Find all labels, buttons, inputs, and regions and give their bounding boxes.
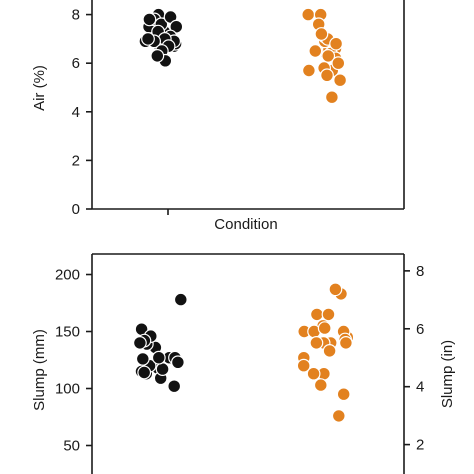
air-point-group-1 [141, 32, 155, 46]
slump-y-tick-label: 50 [63, 438, 80, 455]
slump-point-group-2 [331, 409, 346, 423]
air-point-group-2 [325, 90, 339, 105]
air-y-axis-label: Air (%) [31, 65, 48, 111]
slump-point-group-2 [336, 387, 351, 402]
air-point-group-2 [314, 27, 329, 41]
air-point-group-2 [301, 7, 316, 22]
air-y-tick-label: 8 [72, 7, 80, 24]
slump-point-group-1 [155, 362, 170, 377]
air-x-axis-label: Condition [214, 216, 277, 233]
air-point-group-2 [329, 36, 344, 51]
slump-y-axis-label: Slump (mm) [31, 329, 48, 411]
slump-point-group-2 [339, 336, 353, 350]
slump-point-group-1 [167, 379, 182, 394]
slump-point-group-2 [296, 358, 311, 373]
slump-point-group-2 [321, 307, 336, 322]
slump-y2-tick-label: 4 [416, 379, 424, 396]
slump-point-group-1 [132, 336, 147, 350]
slump-point-group-1 [173, 292, 188, 307]
slump-y2-tick-label: 6 [416, 321, 424, 338]
air-point-group-1 [150, 49, 165, 63]
air-point-group-2 [333, 73, 348, 88]
slump-point-group-2 [306, 366, 321, 381]
air-y-tick-label: 0 [72, 201, 80, 218]
slump-y-tick-label: 150 [55, 324, 80, 341]
slump-point-group-1 [137, 365, 152, 380]
air-point-group-2 [320, 68, 334, 83]
slump-y2-tick-label: 2 [416, 437, 424, 454]
slump-point-group-2 [309, 336, 324, 350]
air-point-group-2 [302, 63, 316, 78]
slump-point-group-1 [151, 350, 166, 365]
slump-point-group-2 [328, 282, 343, 297]
air-panel: 0 2 4 6 8 [72, 0, 405, 218]
air-y-tick-label: 2 [72, 152, 80, 169]
air-point-group-2 [331, 56, 346, 71]
slump-y-tick-label: 100 [55, 381, 80, 398]
slump-point-group-2 [317, 321, 332, 336]
slump-panel: 50 100 150 200 2 4 6 8 [55, 253, 424, 474]
slump-point-group-2 [322, 344, 337, 358]
air-point-group-2 [308, 44, 323, 58]
air-point-group-1 [142, 12, 157, 27]
slump-right-axis-label: Slump (in) [439, 340, 456, 408]
slump-point-group-2 [313, 378, 328, 393]
slump-y-tick-label: 200 [55, 267, 80, 284]
slump-point-group-2 [310, 307, 324, 322]
air-point-group-2 [321, 49, 336, 63]
air-y-tick-label: 6 [72, 55, 80, 72]
slump-point-group-1 [170, 355, 185, 370]
slump-point-group-1 [135, 352, 150, 366]
air-y-tick-label: 4 [72, 104, 80, 121]
slump-y2-tick-label: 8 [416, 263, 424, 280]
